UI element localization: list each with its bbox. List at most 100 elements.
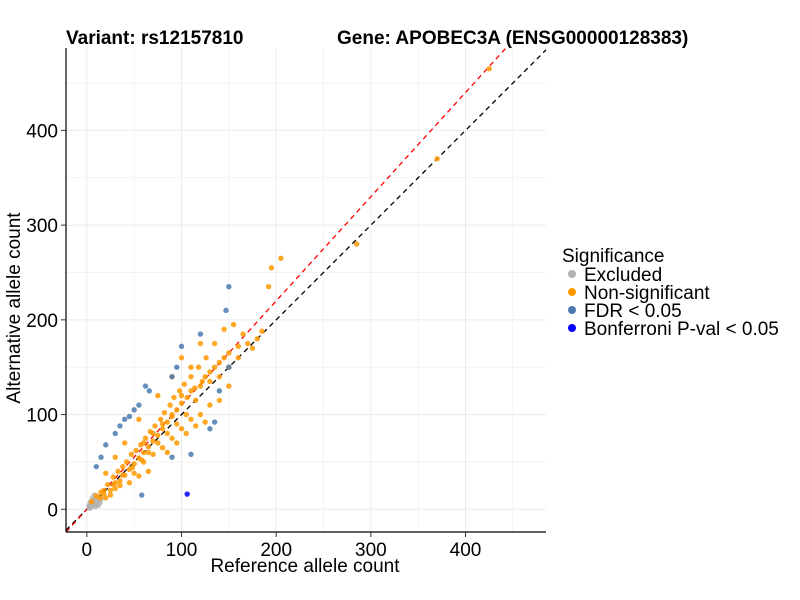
point-non-significant <box>136 416 142 422</box>
point-non-significant <box>150 438 156 444</box>
point-non-significant <box>211 340 218 347</box>
point-non-significant <box>164 419 171 425</box>
point-non-significant <box>254 336 260 342</box>
point-non-significant <box>216 359 223 366</box>
y-tick-label: 200 <box>26 311 58 332</box>
point-non-significant <box>164 430 171 437</box>
point-non-significant <box>117 482 123 489</box>
legend-label: Excluded <box>584 265 662 286</box>
point-non-significant <box>139 457 145 463</box>
point-non-significant <box>101 491 107 497</box>
point-non-significant <box>193 423 199 429</box>
x-axis-title: Reference allele count <box>210 556 400 577</box>
axis-ticks: 0 100 200 300 400 0 100 200 300 400 <box>26 121 481 561</box>
point-non-significant <box>145 468 152 475</box>
point-non-significant <box>174 407 180 413</box>
point-fdr-0-05 <box>226 283 232 290</box>
point-non-significant <box>159 445 166 451</box>
point-fdr-0-05 <box>178 343 185 350</box>
point-non-significant <box>188 388 194 394</box>
y-tick-label: 300 <box>26 216 58 237</box>
point-non-significant <box>152 423 158 429</box>
point-non-significant <box>197 383 204 389</box>
point-fdr-0-05 <box>112 430 118 437</box>
x-tick-label: 300 <box>355 540 387 561</box>
point-fdr-0-05 <box>146 388 153 394</box>
point-non-significant <box>133 447 139 454</box>
point-non-significant <box>161 409 168 416</box>
point-non-significant <box>110 481 117 488</box>
point-non-significant <box>202 373 208 380</box>
point-non-significant <box>123 459 130 465</box>
y-tick-label: 0 <box>47 500 58 521</box>
chart-title-variant: Variant: rs12157810 <box>66 28 243 49</box>
point-non-significant <box>129 464 135 471</box>
point-non-significant <box>145 449 152 456</box>
point-non-significant <box>155 392 161 399</box>
x-tick-label: 100 <box>166 540 198 561</box>
point-fdr-0-05 <box>223 307 229 314</box>
legend-swatch-icon <box>568 288 576 296</box>
point-non-significant <box>221 355 227 361</box>
point-non-significant <box>176 388 183 394</box>
point-non-significant <box>207 378 213 385</box>
point-non-significant <box>207 402 213 408</box>
point-non-significant <box>110 474 117 480</box>
point-fdr-0-05 <box>103 442 109 448</box>
point-fdr-0-05 <box>174 364 180 370</box>
point-non-significant <box>240 331 246 337</box>
point-non-significant <box>203 355 209 361</box>
point-non-significant <box>178 426 185 432</box>
point-fdr-0-05 <box>93 463 99 470</box>
point-non-significant <box>88 498 95 505</box>
point-non-significant <box>265 283 272 290</box>
y-tick-label: 100 <box>26 406 58 427</box>
point-non-significant <box>121 440 128 446</box>
point-non-significant <box>216 373 223 380</box>
point-non-significant <box>184 394 190 401</box>
legend: Significance ExcludedNon-significantFDR … <box>562 246 779 340</box>
point-non-significant <box>140 440 147 446</box>
point-non-significant <box>120 463 126 470</box>
point-non-significant <box>195 364 202 370</box>
point-non-significant <box>202 419 208 425</box>
point-excluded <box>95 502 101 509</box>
point-non-significant <box>486 66 492 72</box>
point-non-significant <box>199 378 206 385</box>
point-bonferroni-p-val-0-05 <box>184 491 190 497</box>
x-tick-label: 200 <box>260 540 292 561</box>
point-fdr-0-05 <box>117 423 123 429</box>
point-non-significant <box>245 340 251 347</box>
plot-area: 0 100 200 300 400 0 100 200 300 400 <box>26 47 547 561</box>
point-fdr-0-05 <box>211 419 218 425</box>
legend-label: FDR < 0.05 <box>584 301 682 322</box>
legend-label: Bonferroni P-val < 0.05 <box>584 319 779 340</box>
point-non-significant <box>115 468 121 475</box>
point-non-significant <box>278 255 284 261</box>
point-non-significant <box>103 470 109 476</box>
legend-swatch-icon <box>568 324 576 332</box>
point-non-significant <box>169 435 175 441</box>
point-non-significant <box>235 343 242 350</box>
point-non-significant <box>197 340 204 347</box>
point-fdr-0-05 <box>131 407 137 413</box>
point-fdr-0-05 <box>216 388 223 394</box>
point-non-significant <box>97 495 103 501</box>
point-fdr-0-05 <box>136 402 142 408</box>
point-non-significant <box>171 394 177 401</box>
point-non-significant <box>150 430 156 437</box>
chart-title-gene: Gene: APOBEC3A (ENSG00000128383) <box>337 28 688 49</box>
point-non-significant <box>150 451 156 458</box>
point-non-significant <box>268 265 275 271</box>
point-fdr-0-05 <box>98 454 104 460</box>
point-non-significant <box>434 156 440 162</box>
y-tick-label: 400 <box>26 121 58 142</box>
point-non-significant <box>353 241 360 247</box>
x-tick-label: 400 <box>450 540 482 561</box>
reference-line-fitted <box>65 47 507 533</box>
point-non-significant <box>142 435 149 441</box>
point-non-significant <box>188 364 194 370</box>
point-non-significant <box>226 350 232 356</box>
